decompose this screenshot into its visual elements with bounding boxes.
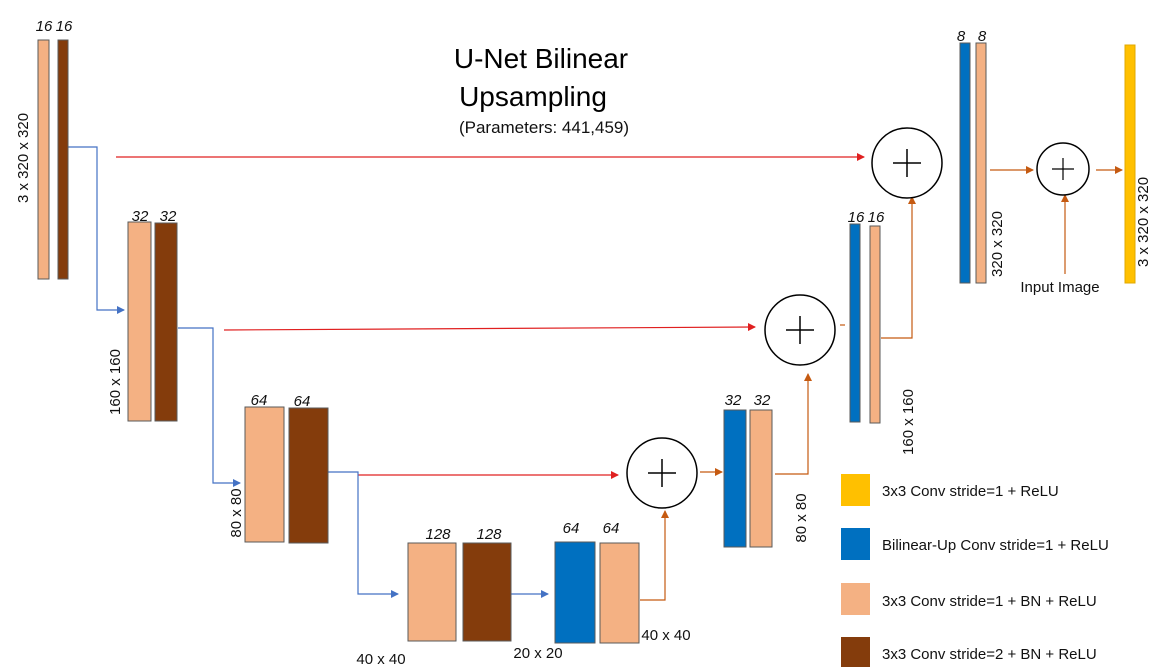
dec4-bilinear-block — [554, 541, 596, 644]
up-arrow-4-to-add3 — [640, 510, 669, 601]
dec4-channels-a: 64 — [563, 520, 580, 537]
dec4-channels-b: 64 — [603, 520, 620, 537]
legend-swatch-bilinear-up — [841, 528, 870, 560]
output-conv-block — [1124, 44, 1136, 284]
down-arrow-1 — [68, 146, 125, 314]
dec1-size: 320 x 320 — [989, 211, 1006, 277]
dec3-channels-b: 32 — [754, 392, 771, 409]
enc1-stride2-block — [57, 39, 69, 280]
enc3-channels-b: 64 — [294, 393, 311, 410]
legend-label-conv-bn-relu: 3x3 Conv stride=1 + BN + ReLU — [882, 593, 1097, 610]
enc4-stride2-block — [462, 542, 512, 642]
legend: 3x3 Conv stride=1 + ReLU Bilinear-Up Con… — [841, 474, 1109, 667]
legend-swatch-conv-bn-relu — [841, 583, 870, 615]
dec2-channels-a: 16 — [848, 209, 865, 226]
title-line-2: Upsampling — [459, 81, 607, 112]
enc1-channels-a: 16 — [36, 18, 53, 35]
skip-connection-level2 — [223, 323, 756, 332]
enc3-size: 80 x 80 — [228, 488, 245, 537]
dec2-bilinear-block — [849, 223, 861, 423]
enc3-stride2-block — [288, 407, 329, 544]
up-arrow-dec3-to-add2 — [775, 373, 812, 475]
enc1-size: 3 x 320 x 320 — [15, 113, 32, 203]
dec3-size: 80 x 80 — [793, 493, 810, 542]
parameters-label: (Parameters: 441,459) — [459, 118, 629, 137]
enc4-channels-b: 128 — [476, 526, 502, 543]
enc1-channels-b: 16 — [56, 18, 73, 35]
legend-swatch-conv-stride2 — [841, 637, 870, 667]
enc4-size: 40 x 40 — [356, 651, 405, 667]
add-node-input-image — [1036, 142, 1090, 196]
enc2-conv-block — [127, 221, 152, 422]
dec1-channels-b: 8 — [978, 28, 987, 45]
add-node-level2 — [764, 294, 836, 366]
enc4-channels-a: 128 — [425, 526, 451, 543]
enc3-channels-a: 64 — [251, 392, 268, 409]
bottleneck-size: 20 x 20 — [513, 645, 562, 662]
down-arrow-3 — [328, 471, 399, 598]
up-arrow-dec2-to-add1 — [881, 196, 916, 339]
dec3-channels-a: 32 — [725, 392, 742, 409]
dec1-channels-a: 8 — [957, 28, 966, 45]
dec3-bilinear-block — [723, 409, 747, 548]
dec4-size: 40 x 40 — [641, 627, 690, 644]
enc2-channels-b: 32 — [160, 208, 177, 225]
dec1-bilinear-block — [959, 42, 971, 284]
add-node-level1 — [871, 127, 943, 199]
enc4-conv-block — [407, 542, 457, 642]
enc2-stride2-block — [154, 222, 178, 422]
add-node-level3 — [626, 437, 698, 509]
legend-label-bilinear-up: Bilinear-Up Conv stride=1 + ReLU — [882, 537, 1109, 554]
dec2-size: 160 x 160 — [900, 389, 917, 455]
dec3-conv-block — [749, 409, 773, 548]
dec2-channels-b: 16 — [868, 209, 885, 226]
legend-label-conv-stride2: 3x3 Conv stride=2 + BN + ReLU — [882, 646, 1097, 663]
title-line-1: U-Net Bilinear — [454, 43, 628, 74]
legend-label-final-conv: 3x3 Conv stride=1 + ReLU — [882, 483, 1059, 500]
input-image-label: Input Image — [1020, 279, 1099, 296]
enc3-conv-block — [244, 406, 285, 543]
dec2-conv-block — [869, 225, 881, 424]
output-size: 3 x 320 x 320 — [1135, 177, 1152, 267]
enc2-size: 160 x 160 — [107, 349, 124, 415]
enc2-channels-a: 32 — [132, 208, 149, 225]
legend-swatch-final-conv — [841, 474, 870, 506]
enc1-conv-block — [37, 39, 50, 280]
dec1-conv-block — [975, 42, 987, 284]
down-arrow-2 — [178, 327, 241, 487]
dec4-conv-block — [599, 542, 640, 644]
